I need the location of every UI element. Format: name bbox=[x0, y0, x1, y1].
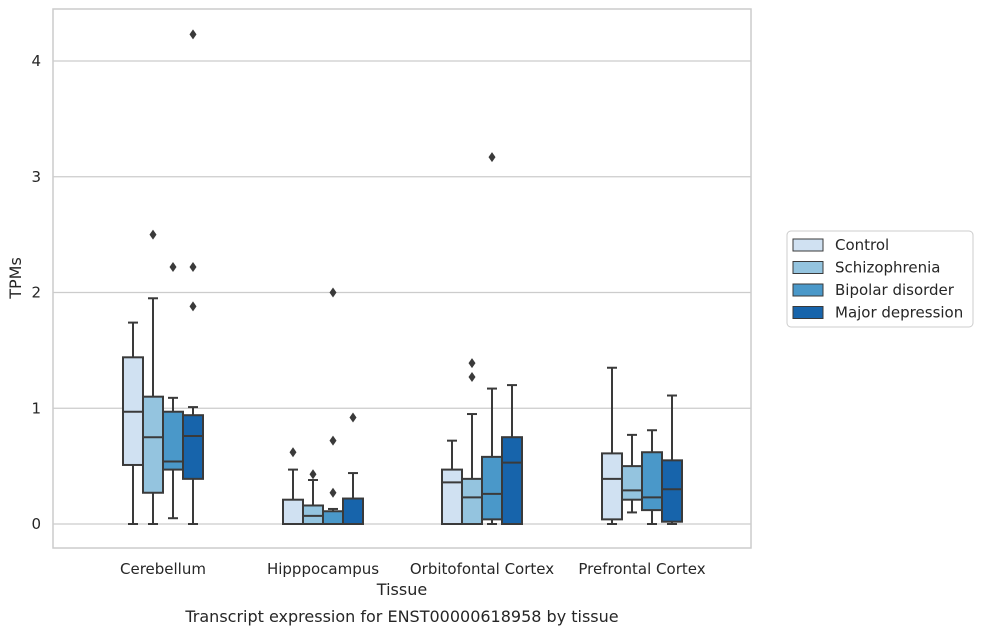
box-major-depression bbox=[501, 384, 523, 525]
outlier-point bbox=[149, 229, 157, 240]
outlier-point bbox=[329, 287, 337, 298]
outlier-point bbox=[329, 487, 337, 498]
outlier-point bbox=[169, 262, 177, 273]
box-major-depression bbox=[342, 412, 364, 526]
box-iqr bbox=[601, 452, 623, 521]
box-iqr bbox=[342, 497, 364, 526]
y-tick-label: 1 bbox=[31, 399, 41, 417]
box-bipolar-disorder bbox=[162, 262, 184, 520]
y-gridlines bbox=[53, 60, 751, 525]
box-iqr bbox=[641, 451, 663, 512]
box-control bbox=[122, 321, 144, 525]
y-axis-title: TPMs bbox=[6, 257, 25, 300]
y-tick-labels: 0 1 2 3 4 bbox=[31, 52, 41, 533]
box-schizophrenia bbox=[461, 358, 483, 526]
box-iqr bbox=[322, 510, 344, 525]
box-control bbox=[282, 447, 304, 526]
outlier-point bbox=[189, 29, 197, 40]
y-tick-label: 4 bbox=[31, 52, 41, 70]
box-control bbox=[441, 439, 463, 526]
y-tick-label: 0 bbox=[31, 515, 41, 533]
outlier-point bbox=[189, 301, 197, 312]
outlier-point bbox=[468, 371, 476, 382]
box-bipolar-disorder bbox=[322, 287, 344, 525]
box-major-depression bbox=[182, 29, 204, 525]
outlier-point bbox=[189, 262, 197, 273]
plot-frame bbox=[52, 8, 752, 549]
box-iqr bbox=[282, 498, 304, 526]
outlier-point bbox=[488, 152, 496, 163]
legend-label: Major depression bbox=[835, 304, 963, 322]
box-bipolar-disorder bbox=[481, 152, 503, 525]
box-iqr bbox=[661, 459, 683, 523]
box-iqr bbox=[441, 468, 463, 526]
legend-label: Schizophrenia bbox=[835, 259, 940, 277]
legend-swatch bbox=[792, 306, 824, 319]
x-tick-labels: Cerebellum Hipppocampus Orbitofontal Corte… bbox=[120, 560, 706, 578]
legend: Control Schizophrenia Bipolar disorder Majo… bbox=[786, 230, 974, 328]
legend-frame bbox=[786, 230, 974, 328]
box-iqr bbox=[461, 477, 483, 526]
outlier-point bbox=[329, 435, 337, 446]
box-major-depression bbox=[661, 394, 683, 525]
box-iqr bbox=[481, 455, 503, 521]
x-axis-title: Tissue bbox=[376, 580, 427, 599]
box-iqr bbox=[182, 414, 204, 480]
y-tick-label: 3 bbox=[31, 168, 41, 186]
box-control bbox=[601, 366, 623, 525]
box-iqr bbox=[302, 504, 324, 526]
x-tick-label: Cerebellum bbox=[120, 560, 206, 578]
outlier-point bbox=[309, 469, 317, 480]
box-bipolar-disorder bbox=[641, 429, 663, 525]
outlier-point bbox=[289, 447, 297, 458]
y-tick-label: 2 bbox=[31, 284, 41, 302]
box-iqr bbox=[501, 436, 523, 525]
box-iqr bbox=[142, 395, 164, 494]
legend-label: Bipolar disorder bbox=[835, 281, 955, 299]
legend-swatch bbox=[792, 261, 824, 274]
x-tick-label: Orbitofontal Cortex bbox=[410, 560, 554, 578]
outlier-point bbox=[349, 412, 357, 423]
box-iqr bbox=[621, 465, 643, 501]
box-schizophrenia bbox=[621, 433, 643, 514]
box-groups bbox=[122, 29, 683, 526]
x-tick-label: Hipppocampus bbox=[267, 560, 379, 578]
legend-swatch bbox=[792, 283, 824, 297]
outlier-point bbox=[468, 358, 476, 369]
legend-label: Control bbox=[835, 236, 889, 254]
chart-caption: Transcript expression for ENST0000061895… bbox=[184, 607, 618, 626]
box-schizophrenia bbox=[302, 469, 324, 526]
x-tick-label: Prefrontal Cortex bbox=[578, 560, 705, 578]
legend-swatch bbox=[792, 238, 824, 252]
box-schizophrenia bbox=[142, 229, 164, 525]
